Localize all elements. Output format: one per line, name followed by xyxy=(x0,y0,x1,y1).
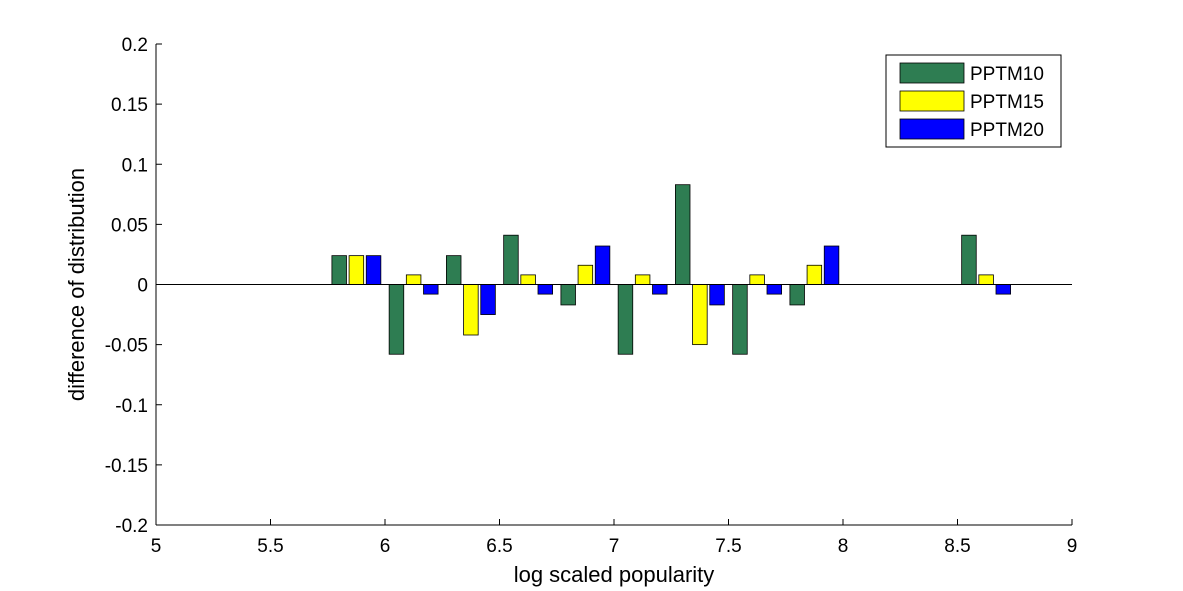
bar-pptm20 xyxy=(594,245,611,285)
bar-pptm15 xyxy=(405,274,422,285)
bar-pptm20 xyxy=(480,284,496,315)
bar-pptm20 xyxy=(423,284,439,295)
bar-pptm10 xyxy=(560,284,576,306)
legend-label: PPTM15 xyxy=(970,92,1044,113)
bar-pptm15 xyxy=(806,264,823,285)
bar-pptm10 xyxy=(617,284,634,355)
y-axis-title: difference of distribution xyxy=(64,168,89,401)
legend-label: PPTM10 xyxy=(970,64,1044,85)
bar-pptm15 xyxy=(463,284,479,336)
x-tick-label: 8 xyxy=(838,536,849,557)
y-tick-label: -0.1 xyxy=(115,396,148,417)
bar-pptm15 xyxy=(577,264,594,285)
y-tick-label: 0.15 xyxy=(111,95,148,116)
legend-swatch xyxy=(899,90,965,112)
y-tick-label: -0.2 xyxy=(115,516,148,537)
bar-pptm10 xyxy=(961,234,977,285)
legend-label: PPTM20 xyxy=(970,120,1044,141)
bar-pptm20 xyxy=(709,284,725,306)
bar-pptm15 xyxy=(348,255,365,285)
x-axis-title: log scaled popularity xyxy=(514,562,715,587)
bar-pptm10 xyxy=(675,184,691,285)
bar-pptm15 xyxy=(520,274,536,285)
x-tick-label: 7.5 xyxy=(715,536,741,557)
y-tick-label: 0 xyxy=(137,276,148,297)
bar-pptm10 xyxy=(331,255,347,285)
y-tick-label: 0.1 xyxy=(122,155,148,176)
bar-pptm10 xyxy=(503,234,519,285)
bar-pptm15 xyxy=(978,274,994,285)
legend-swatch xyxy=(899,62,965,84)
legend-swatch xyxy=(899,118,965,140)
y-tick-label: 0.2 xyxy=(122,35,148,56)
x-tick-label: 5.5 xyxy=(257,536,283,557)
y-tick-label: -0.15 xyxy=(105,456,148,477)
x-tick-label: 6.5 xyxy=(486,536,512,557)
bar-pptm20 xyxy=(652,284,668,295)
bar-pptm10 xyxy=(388,284,405,355)
y-tick-label: 0.05 xyxy=(111,215,148,236)
bar-pptm10 xyxy=(446,255,462,285)
bar-pptm20 xyxy=(766,284,782,295)
y-tick-label: -0.05 xyxy=(105,336,148,357)
bar-pptm20 xyxy=(995,284,1011,295)
bar-pptm10 xyxy=(789,284,805,306)
bar-pptm15 xyxy=(749,274,765,285)
legend: PPTM10 PPTM15 PPTM20 xyxy=(885,54,1062,148)
bar-pptm20 xyxy=(537,284,553,295)
x-tick-label: 5 xyxy=(151,536,162,557)
plot-area: 0.2 0.15 0.1 0.05 0 -0.05 -0.1 -0.15 -0.25 5.5 6 6.… xyxy=(105,35,1078,557)
x-tick-label: 9 xyxy=(1067,536,1078,557)
bar-pptm20 xyxy=(823,245,840,285)
x-tick-label: 8.5 xyxy=(944,536,970,557)
x-tick-label: 6 xyxy=(380,536,391,557)
bar-pptm20 xyxy=(365,255,382,285)
bar-pptm10 xyxy=(732,284,748,355)
bar-pptm15 xyxy=(692,284,708,346)
bar-pptm15 xyxy=(634,274,651,285)
x-tick-label: 7 xyxy=(609,536,620,557)
